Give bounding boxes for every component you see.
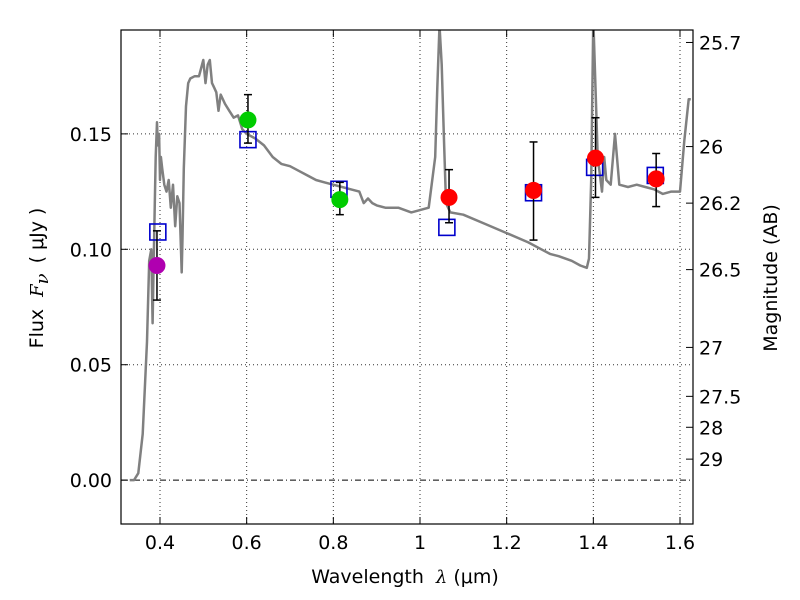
- x-tick-label: 1.4: [578, 532, 608, 554]
- x-tick-label: 1: [414, 532, 426, 554]
- plot-frame: [120, 29, 694, 525]
- model-photometry-square: [149, 223, 167, 241]
- y2-tick-label: 29: [699, 449, 723, 471]
- y2-tick-label: 26: [699, 137, 723, 159]
- observed-flux-point: [239, 111, 257, 129]
- observed-flux-point: [587, 149, 604, 167]
- y2-tick-label: 28: [699, 417, 723, 439]
- y2-tick-label: 26.2: [699, 193, 741, 215]
- observed-flux-point: [331, 191, 349, 209]
- y-tick-label: 0.05: [70, 355, 112, 377]
- y-axis-label: FluxFν(μJy): [26, 208, 53, 349]
- x-tick-label: 1.2: [492, 532, 522, 554]
- observed-flux-point: [148, 256, 166, 274]
- y2-tick-label: 27: [699, 337, 723, 359]
- ticks-layer: 0.4 0.6 0.8 1 1.2 1.4 1.6 0.00 0.05 0.10 0.15 25.7 2…: [70, 30, 741, 554]
- y2-tick-label: 25.7: [699, 32, 741, 54]
- x-tick-label: 0.6: [232, 532, 262, 554]
- observed-flux-point: [647, 170, 665, 188]
- y-tick-label: 0.10: [70, 239, 112, 261]
- x-tick-label: 0.8: [318, 532, 348, 554]
- observed-flux-point: [440, 188, 458, 206]
- observed-flux-point: [525, 181, 543, 199]
- right-axis-label: Magnitude (AB): [760, 204, 782, 352]
- model-photometry-square: [438, 218, 456, 237]
- y-tick-label: 0.15: [70, 124, 112, 146]
- grid-layer: [121, 30, 693, 524]
- x-tick-label: 1.6: [665, 532, 695, 554]
- marks-layer: [148, 93, 665, 301]
- y2-tick-label: 27.5: [699, 386, 741, 408]
- x-tick-label: 0.4: [145, 532, 175, 554]
- x-axis-label: Wavelength λ (μm): [311, 566, 499, 588]
- plot-area: [129, 30, 691, 482]
- y-tick-label: 0.00: [70, 470, 112, 492]
- y2-tick-label: 26.5: [699, 260, 741, 282]
